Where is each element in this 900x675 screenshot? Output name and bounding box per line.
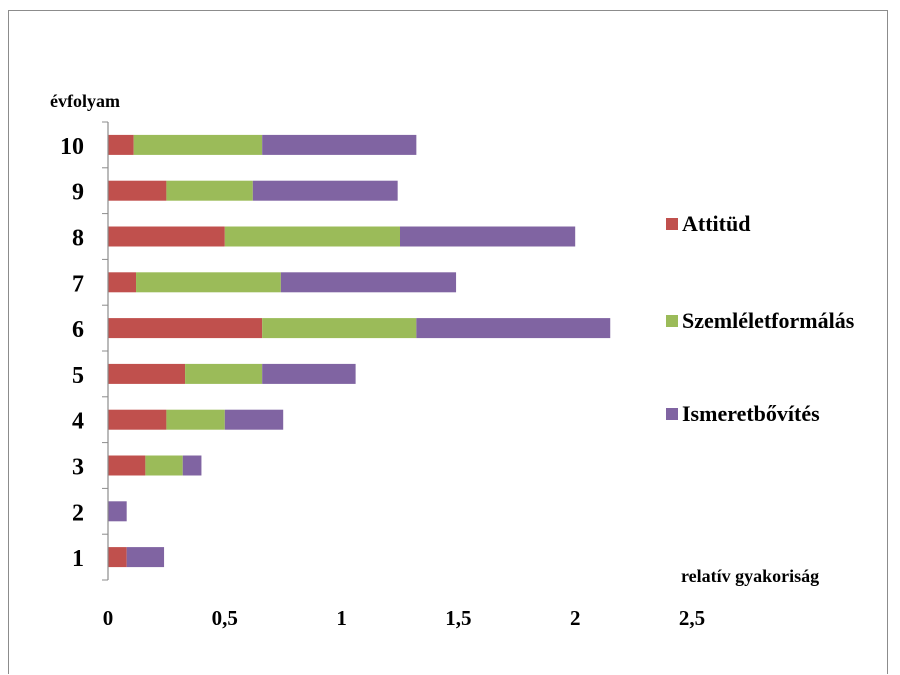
y-tick-label: 5 <box>72 363 84 389</box>
y-tick-label: 3 <box>72 455 84 481</box>
bar-5-series-1 <box>108 363 186 384</box>
bar-1-series-3 <box>126 547 165 568</box>
bar-6-series-1 <box>108 318 263 339</box>
y-tick-label: 2 <box>72 500 84 526</box>
bar-7-series-3 <box>280 272 457 293</box>
axes-group: 1 2 3 4 5 6 7 8 9 10 0 0,5 1 1,5 2 2,5 <box>60 121 705 630</box>
bar-6-series-3 <box>416 318 611 339</box>
legend-label-1: Attitüd <box>682 211 750 236</box>
legend-label-3: Ismeretbővítés <box>682 401 820 426</box>
x-tick-label: 0,5 <box>212 606 238 630</box>
y-tick-label: 1 <box>72 546 84 572</box>
bar-8-series-1 <box>108 226 225 247</box>
y-axis-title: évfolyam <box>50 91 120 111</box>
x-tick-label: 1,5 <box>445 606 471 630</box>
bar-8-series-3 <box>400 226 576 247</box>
x-tick-label: 2,5 <box>679 606 705 630</box>
bar-3-series-2 <box>145 455 183 476</box>
bar-5-series-3 <box>262 363 356 384</box>
bar-10-series-1 <box>108 134 134 155</box>
bar-5-series-2 <box>185 363 263 384</box>
bar-3-series-3 <box>182 455 202 476</box>
bars-group <box>108 134 611 568</box>
y-tick-label: 4 <box>72 409 84 435</box>
bar-4-series-1 <box>108 409 167 430</box>
bar-3-series-1 <box>108 455 146 476</box>
y-tick-label: 10 <box>60 134 84 160</box>
y-tick-label: 7 <box>72 271 84 297</box>
x-axis-title: relatív gyakoriság <box>681 566 819 586</box>
bar-9-series-3 <box>252 180 398 201</box>
x-tick-label: 1 <box>336 606 347 630</box>
bar-10-series-3 <box>262 134 417 155</box>
bar-1-series-1 <box>108 547 127 568</box>
bar-2-series-3 <box>108 501 127 522</box>
bar-10-series-2 <box>133 134 263 155</box>
legend-swatch-1 <box>666 218 678 230</box>
legend: Attitüd Szemléletformálás Ismeretbővítés <box>666 211 855 426</box>
legend-label-2: Szemléletformálás <box>682 308 855 333</box>
bar-7-series-2 <box>136 272 281 293</box>
legend-swatch-2 <box>666 315 678 327</box>
bar-4-series-2 <box>166 409 225 430</box>
bar-9-series-2 <box>166 180 253 201</box>
bar-7-series-1 <box>108 272 137 293</box>
x-tick-label: 2 <box>570 606 581 630</box>
x-tick-label: 0 <box>103 606 114 630</box>
bar-9-series-1 <box>108 180 167 201</box>
y-tick-label: 8 <box>72 226 84 252</box>
bar-4-series-3 <box>224 409 284 430</box>
legend-swatch-3 <box>666 408 678 420</box>
y-tick-label: 6 <box>72 317 84 343</box>
bar-8-series-2 <box>224 226 400 247</box>
bar-6-series-2 <box>262 318 417 339</box>
y-tick-label: 9 <box>72 180 84 206</box>
